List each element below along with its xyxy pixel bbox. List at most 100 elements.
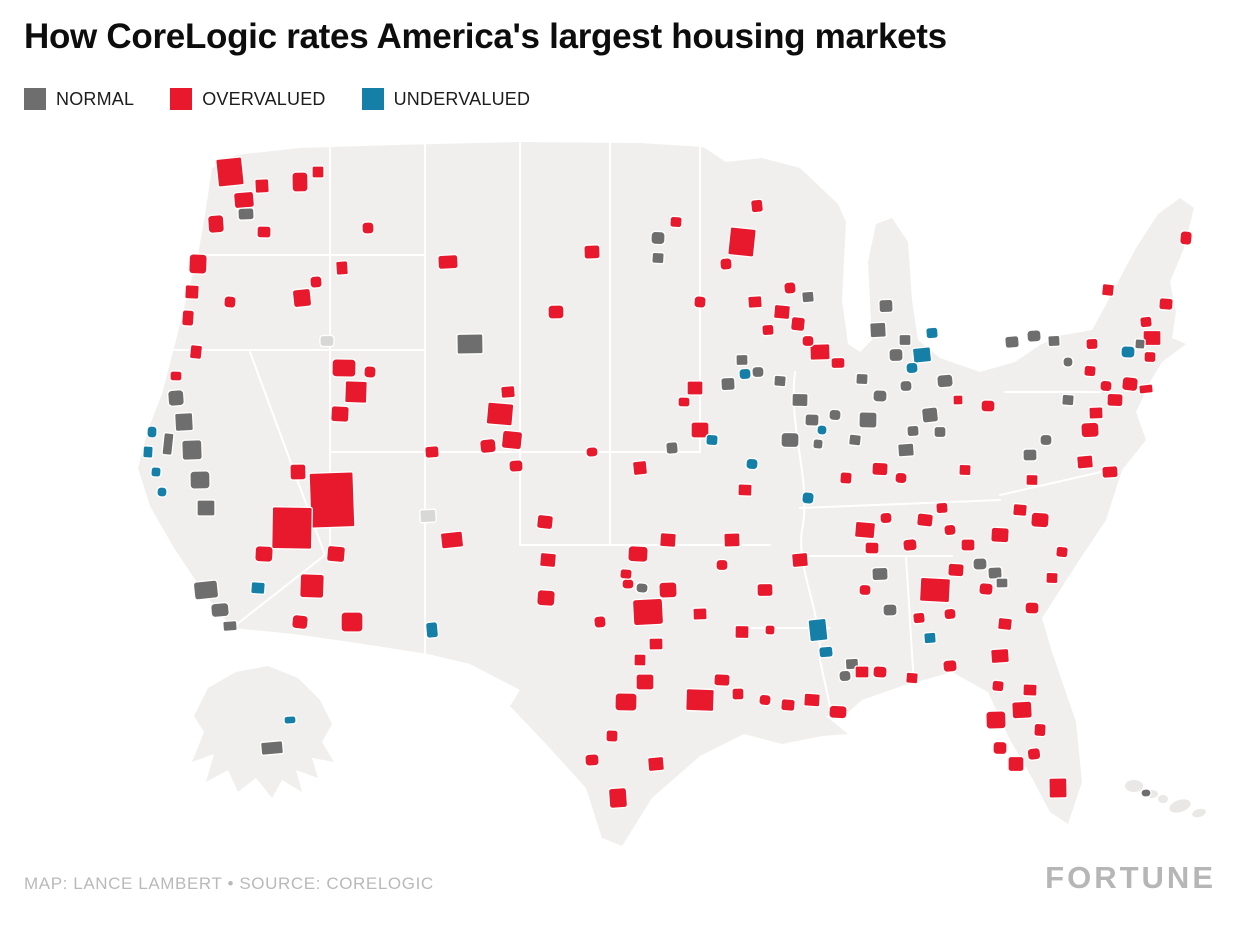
market-blob (669, 215, 683, 229)
market-blob (1061, 393, 1075, 407)
market-blob (161, 432, 175, 456)
us-landmass (138, 142, 1194, 846)
normal-swatch (24, 88, 46, 110)
market-blob (858, 411, 878, 429)
market-blob (648, 637, 664, 651)
market-blob (419, 508, 437, 524)
undervalued-swatch (361, 88, 384, 110)
market-blob (731, 687, 745, 701)
market-blob (1045, 571, 1059, 585)
market-blob (839, 471, 853, 485)
market-blob (715, 558, 729, 572)
market-blob (232, 190, 256, 210)
market-blob (935, 501, 949, 515)
market-blob (1088, 406, 1104, 420)
market-blob (801, 491, 815, 505)
market-blob (1026, 747, 1042, 761)
market-blob (947, 562, 965, 578)
market-blob (925, 326, 939, 340)
market-blob (319, 334, 335, 348)
market-blob (619, 568, 633, 580)
market-blob (311, 165, 325, 179)
market-blob (854, 665, 870, 679)
market-blob (439, 530, 465, 550)
market-blob (340, 611, 364, 633)
market-blob (169, 370, 183, 382)
market-blob (879, 511, 893, 525)
market-blob (734, 624, 750, 640)
market-blob (1026, 329, 1042, 343)
market-blob (614, 692, 638, 712)
market-blob (1011, 700, 1033, 720)
market-blob (142, 445, 154, 459)
market-blob (923, 631, 937, 645)
market-blob (538, 551, 558, 569)
market-blob (894, 471, 908, 485)
market-blob (583, 244, 601, 260)
market-blob (479, 437, 497, 455)
map-credit: MAP: LANCE LAMBERT • SOURCE: CORELOGIC (24, 874, 434, 893)
market-blob (745, 457, 759, 471)
market-blob (780, 431, 800, 449)
market-blob (858, 583, 872, 597)
market-blob (344, 380, 368, 404)
market-blob (897, 442, 915, 458)
market-blob (992, 740, 1008, 756)
market-blob (905, 671, 919, 685)
market-blob (960, 538, 976, 552)
market-blob (437, 253, 459, 271)
market-blob (773, 374, 787, 388)
market-blob (878, 298, 894, 314)
market-blob (871, 566, 889, 582)
market-blob (330, 405, 350, 423)
market-blob (804, 413, 820, 427)
market-blob (943, 523, 957, 537)
market-blob (156, 486, 168, 498)
overvalued-label: OVERVALUED (202, 88, 326, 109)
market-blob (1007, 755, 1025, 773)
market-blob (990, 647, 1010, 665)
market-blob (256, 225, 272, 239)
market-blob (1085, 337, 1099, 351)
market-blob (633, 653, 647, 667)
market-blob (990, 526, 1010, 544)
market-blob (727, 226, 757, 258)
market-blob (720, 376, 736, 392)
market-blob (750, 198, 764, 214)
market-blob (912, 611, 926, 625)
market-blob (911, 346, 933, 364)
market-blob (665, 441, 679, 455)
market-blob (500, 429, 524, 451)
market-blob (995, 577, 1009, 589)
market-blob (972, 557, 988, 571)
market-blob (952, 394, 964, 406)
market-blob (1012, 502, 1028, 518)
market-blob (855, 372, 869, 386)
market-blob (223, 295, 237, 309)
market-blob (500, 384, 516, 400)
market-blob (677, 396, 691, 408)
market-blob (713, 673, 731, 687)
market-blob (271, 506, 313, 550)
hawaii-islands (1125, 780, 1206, 818)
market-blob (1083, 364, 1097, 378)
market-blob (607, 786, 629, 810)
market-blob (996, 616, 1014, 632)
market-blob (906, 424, 920, 438)
normal-label: NORMAL (56, 88, 135, 109)
market-blob (783, 281, 797, 295)
market-blob (735, 353, 749, 367)
market-blob (651, 251, 665, 265)
legend-item-normal: NORMAL (24, 88, 134, 110)
market-blob (943, 607, 957, 621)
market-blob (848, 433, 862, 447)
market-blob (801, 290, 815, 304)
market-blob (882, 603, 898, 617)
market-blob (283, 715, 297, 725)
market-blob (737, 483, 753, 497)
market-blob (864, 541, 880, 555)
market-blob (818, 645, 834, 659)
market-blob (888, 347, 904, 363)
legend-item-overvalued: OVERVALUED (170, 88, 325, 110)
